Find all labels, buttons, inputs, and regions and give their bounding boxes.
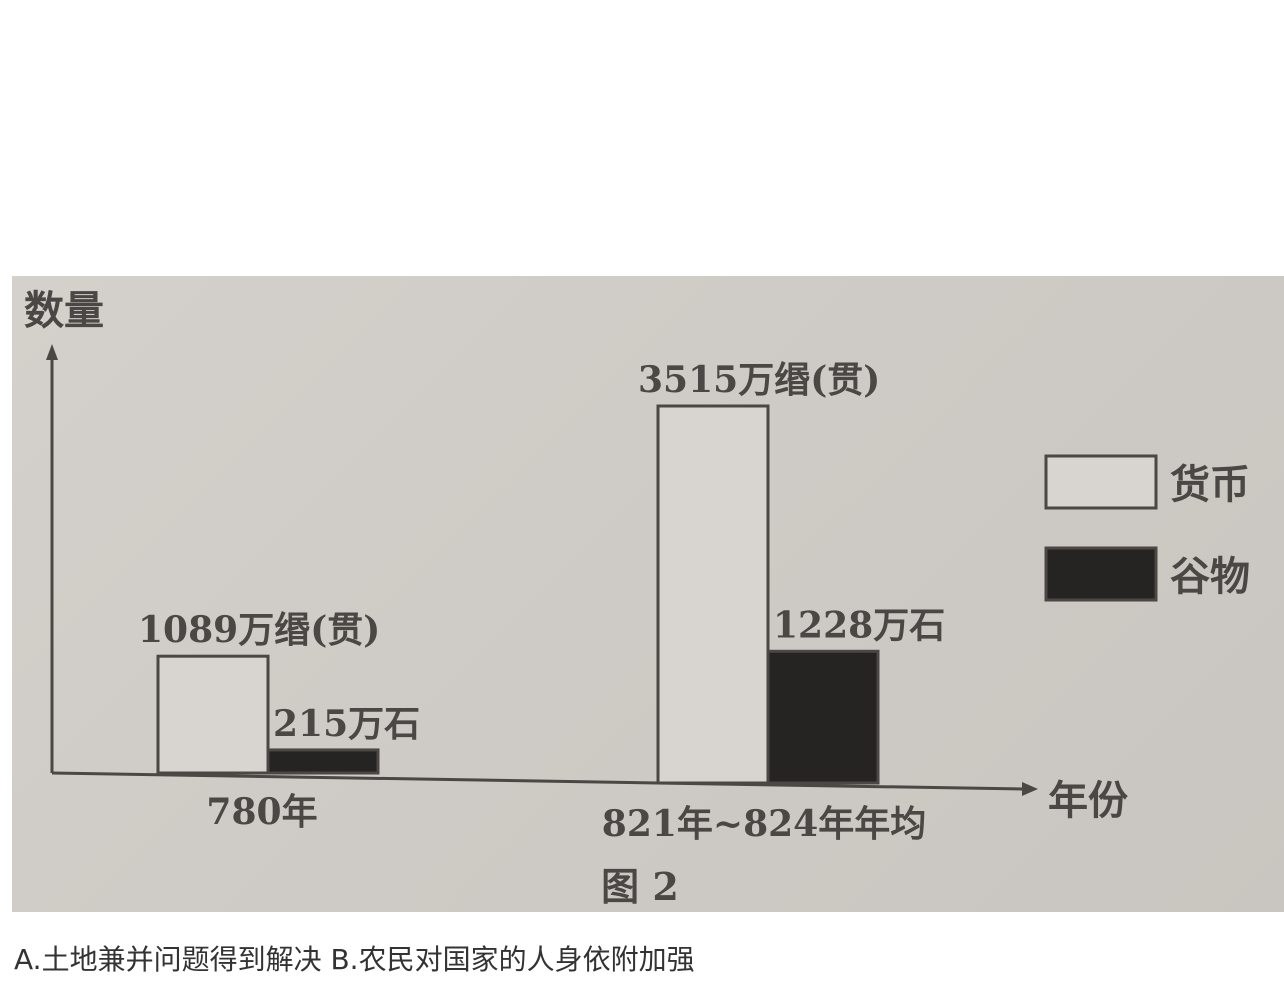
category-label: 821年~824年年均 xyxy=(602,803,926,845)
bar-currency-0 xyxy=(156,654,270,775)
x-axis-line xyxy=(51,771,1023,791)
legend-swatch-grain xyxy=(1044,546,1158,602)
question-options: A.土地兼并问题得到解决 B.农民对国家的人身依附加强 xyxy=(14,943,695,976)
bar-grain-1 xyxy=(766,649,880,785)
category-label: 780年 xyxy=(206,791,317,833)
bar-value-label: 3515万缗(贯) xyxy=(638,359,880,401)
chart-photo: 数量年份 1089万缗(贯) 215万石 780年 3515万缗(贯) 1228万石 821… xyxy=(12,276,1284,912)
bar-value-label: 215万石 xyxy=(273,703,420,745)
bar-grain-0 xyxy=(266,748,380,775)
bar-value-label: 1089万缗(贯) xyxy=(138,609,380,651)
x-axis-label: 年份 xyxy=(1048,777,1128,824)
x-axis-arrow xyxy=(1022,782,1038,796)
chart-axes xyxy=(46,344,1038,796)
legend-label: 谷物 xyxy=(1170,553,1250,600)
chart-bars xyxy=(156,404,880,785)
legend-swatch-currency xyxy=(1044,454,1158,510)
y-axis-arrow xyxy=(46,344,58,360)
legend-label: 货币 xyxy=(1170,461,1250,508)
figure-label: 图 2 xyxy=(601,864,679,909)
y-axis-label: 数量 xyxy=(24,287,104,334)
bar-currency-1 xyxy=(656,404,770,785)
bar-value-label: 1228万石 xyxy=(773,604,945,646)
